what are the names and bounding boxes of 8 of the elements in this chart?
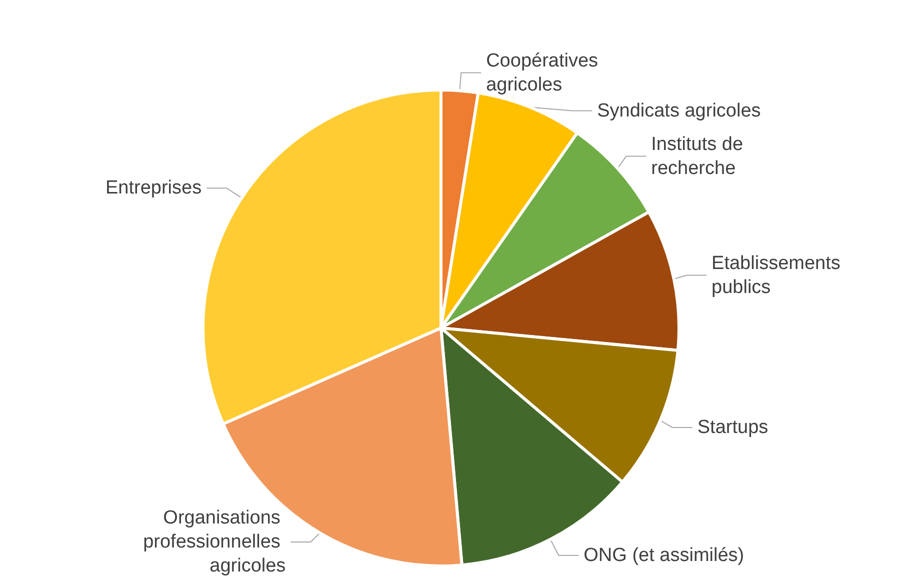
slice-label: Syndicats agricoles xyxy=(597,100,761,122)
slice-label: Instituts de recherche xyxy=(651,134,748,179)
slice-label: ONG (et assimilés) xyxy=(584,544,744,566)
slice-label: Startups xyxy=(697,416,768,438)
slice-label: Organisations professionnelles agricoles xyxy=(143,508,286,576)
slice-label: Coopératives agricoles xyxy=(486,50,604,96)
slice-label: Etablissements publics xyxy=(712,252,846,298)
slice-label: Entreprises xyxy=(105,178,202,199)
